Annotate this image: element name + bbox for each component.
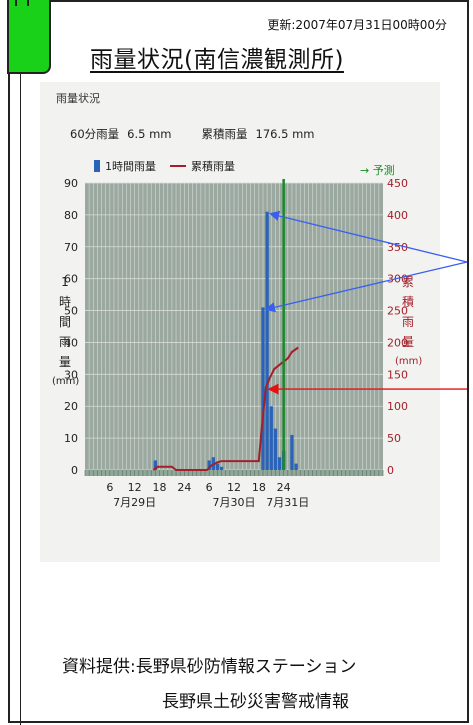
hourly-rain-bar bbox=[277, 457, 282, 470]
left-tick-label: 10 bbox=[64, 432, 78, 445]
right-tick-label: 150 bbox=[387, 368, 408, 381]
ylabel-left-char: 雨 bbox=[58, 335, 71, 349]
rain60-value: 6.5 mm bbox=[127, 127, 172, 141]
ylabel-right-char: 累 bbox=[401, 275, 414, 289]
left-tick-label: 70 bbox=[64, 241, 78, 254]
hourly-rain-bar bbox=[290, 434, 294, 470]
ylabel-right-unit: (mm) bbox=[395, 356, 423, 367]
panel-title: 雨量状況 bbox=[56, 92, 100, 105]
x-tick-label: 18 bbox=[252, 481, 266, 494]
ylabel-right-char: 雨 bbox=[401, 315, 414, 329]
ylabel-left-char: 1 bbox=[61, 275, 69, 289]
x-tick-label: 6 bbox=[106, 481, 113, 494]
hourly-rain-bar bbox=[273, 428, 278, 470]
green-tab-marker bbox=[7, 0, 51, 74]
x-tick-label: 6 bbox=[206, 481, 213, 494]
y-axis-left-label: 1 時 間 雨 量 (mm) bbox=[52, 272, 80, 392]
left-tick-label: 40 bbox=[64, 336, 78, 349]
x-tick-label: 18 bbox=[153, 481, 167, 494]
left-tick-label: 60 bbox=[64, 273, 78, 286]
x-tick-label: 24 bbox=[177, 481, 191, 494]
left-tick-label: 30 bbox=[64, 368, 78, 381]
updated-timestamp: 更新:2007年07月31日00時00分 bbox=[267, 18, 447, 32]
x-day-label: 7月29日 bbox=[113, 496, 156, 509]
hourly-rain-bar bbox=[265, 211, 269, 470]
cum-label: 累積雨量 bbox=[201, 127, 248, 141]
hourly-rain-bar bbox=[207, 460, 211, 470]
left-tick-label: 90 bbox=[64, 177, 78, 190]
hourly-rain-bar bbox=[294, 463, 298, 470]
x-tick-label: 12 bbox=[128, 481, 142, 494]
legend-line-swatch bbox=[170, 165, 186, 167]
left-tick-label: 0 bbox=[71, 464, 78, 477]
hourly-rain-bar bbox=[219, 466, 224, 470]
x-tick-label: 12 bbox=[227, 481, 241, 494]
rain-summary: 60分雨量 6.5 mm 累積雨量 176.5 mm bbox=[70, 126, 322, 142]
y-axis-right-label: 累 積 雨 量 (mm) bbox=[395, 272, 423, 372]
legend-cumulative: 累積雨量 bbox=[191, 160, 235, 173]
hourly-rain-bar bbox=[269, 406, 273, 470]
ylabel-left-char: 時 bbox=[58, 295, 71, 309]
right-tick-label: 400 bbox=[387, 209, 408, 222]
chart-legend: 1時間雨量 累積雨量 bbox=[94, 158, 235, 174]
legend-bar-swatch bbox=[94, 160, 100, 172]
left-tick-label: 50 bbox=[64, 305, 78, 318]
x-tick-label: 24 bbox=[277, 481, 291, 494]
right-tick-label: 0 bbox=[387, 464, 394, 477]
hourly-rain-bar bbox=[215, 463, 220, 470]
credit-warning: 長野県土砂災害警戒情報 bbox=[162, 692, 349, 712]
ylabel-left-unit: (mm) bbox=[52, 376, 80, 387]
right-tick-label: 200 bbox=[387, 336, 408, 349]
x-day-label: 7月31日 bbox=[266, 496, 309, 509]
right-tick-label: 450 bbox=[387, 177, 408, 190]
hourly-rain-bar bbox=[261, 307, 265, 470]
rain60-label: 60分雨量 bbox=[70, 127, 120, 141]
x-day-label: 7月30日 bbox=[213, 496, 256, 509]
legend-hourly: 1時間雨量 bbox=[105, 160, 156, 173]
left-tick-label: 20 bbox=[64, 400, 78, 413]
right-tick-label: 50 bbox=[387, 432, 401, 445]
ylabel-right-char: 量 bbox=[401, 335, 414, 349]
right-tick-label: 300 bbox=[387, 273, 408, 286]
ylabel-left-char: 量 bbox=[58, 355, 71, 369]
cum-value: 176.5 mm bbox=[255, 127, 315, 141]
frame-inner-rule bbox=[20, 2, 21, 725]
ylabel-right-char: 積 bbox=[401, 295, 414, 309]
hourly-rain-bar bbox=[153, 460, 158, 470]
page-title: 雨量状況(南信濃観測所) bbox=[90, 47, 344, 73]
left-tick-label: 80 bbox=[64, 209, 78, 222]
forecast-label: → 予測 bbox=[360, 164, 395, 177]
right-tick-label: 100 bbox=[387, 400, 408, 413]
annotation-arrow-second bbox=[264, 261, 468, 313]
credit-source: 資料提供:長野県砂防情報ステーション bbox=[62, 657, 357, 677]
ylabel-left-char: 間 bbox=[58, 315, 71, 329]
right-tick-label: 250 bbox=[387, 305, 408, 318]
annotation-arrow-peak bbox=[268, 210, 468, 263]
